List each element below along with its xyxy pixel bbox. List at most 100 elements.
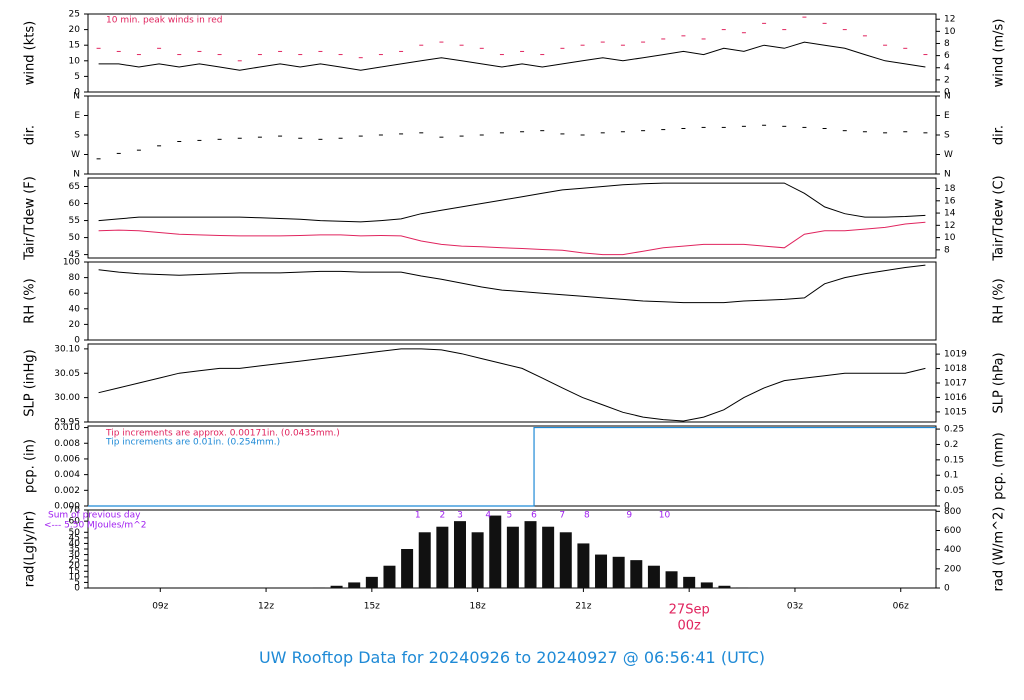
rad-annotation: Sum of previous day xyxy=(48,511,141,521)
rad-ytick-label-right: 200 xyxy=(944,564,961,574)
pcp-ytick-label: 0.004 xyxy=(54,470,80,480)
rad-bar xyxy=(683,576,696,588)
pcp-ytick-label-right: 0.2 xyxy=(944,440,958,450)
pcp-ytick-label-right: 0 xyxy=(944,502,950,512)
rh-panel-frame xyxy=(87,261,937,341)
rad-bar xyxy=(365,576,378,588)
temp-ytick-label-right: 14 xyxy=(944,209,956,219)
slp-ytick-label: 30.05 xyxy=(54,369,80,379)
dir-ytick-label-right: N xyxy=(944,170,951,180)
wind-ytick-label: 10 xyxy=(69,56,81,66)
rad-bar xyxy=(612,556,625,588)
x-tick-label: 21z xyxy=(575,602,591,612)
x-date-label: 27Sep xyxy=(669,603,710,618)
rad-ytick-label-right: 400 xyxy=(944,545,961,555)
dir-ytick-label: N xyxy=(73,92,80,102)
wind-ytick-label-right: 4 xyxy=(944,63,950,73)
x-tick-label: 15z xyxy=(364,602,380,612)
slp-ylabel: SLP (inHg) xyxy=(23,349,38,417)
slp-ylabel-right: SLP (hPa) xyxy=(992,352,1007,413)
rad-marker: 8 xyxy=(584,511,590,521)
wind-ylabel-right: wind (m/s) xyxy=(992,19,1007,88)
rad-bar xyxy=(542,526,555,588)
rad-bar xyxy=(577,543,590,588)
temp-panel-frame xyxy=(87,177,937,259)
rad-bar xyxy=(718,585,731,588)
pcp-step-line xyxy=(88,426,936,507)
pcp-ytick-label-right: 0.25 xyxy=(944,425,964,435)
pcp-annotation: Tip increments are 0.01in. (0.254mm.) xyxy=(105,438,280,448)
rad-ytick-label: 20 xyxy=(69,561,81,571)
rad-marker: 2 xyxy=(439,511,445,521)
rad-ytick-label-right: 600 xyxy=(944,526,961,536)
temp-ytick-label: 50 xyxy=(69,233,81,243)
temp-ytick-label-right: 10 xyxy=(944,233,956,243)
temp-ytick-label-right: 18 xyxy=(944,184,956,194)
rad-marker: 4 xyxy=(485,511,491,521)
rad-bar xyxy=(348,582,361,588)
slp-series-0-line xyxy=(98,348,926,422)
pcp-ytick-label: 0.006 xyxy=(54,454,80,464)
pcp-ytick-label-right: 0.15 xyxy=(944,455,964,465)
rad-bar xyxy=(736,587,749,588)
wind-ylabel: wind (kts) xyxy=(23,21,38,85)
pcp-ytick-label-right: 0.1 xyxy=(944,471,958,481)
rad-ytick-label: 35 xyxy=(69,545,80,555)
meteogram-svg: wind (kts) wind (m/s)05101520250246810121… xyxy=(23,10,1007,634)
wind-ytick-label-right: 12 xyxy=(944,15,955,25)
slp-panel-frame xyxy=(87,343,937,423)
rad-bar xyxy=(418,532,431,588)
x-tick-label: 03z xyxy=(787,602,803,612)
rad-bar xyxy=(312,587,325,588)
temp-ytick-label: 45 xyxy=(69,250,80,260)
rad-bar xyxy=(489,515,502,588)
rad-bar xyxy=(506,526,519,588)
dir-ylabel-right: dir. xyxy=(992,125,1007,145)
x-date-sub: 00z xyxy=(677,619,701,634)
rh-ytick-label: 0 xyxy=(74,336,80,346)
x-tick-label: 18z xyxy=(470,602,486,612)
rad-ytick-label: 10 xyxy=(69,572,81,582)
wind-ytick-label: 5 xyxy=(74,72,80,82)
page-title: UW Rooftop Data for 20240926 to 20240927… xyxy=(258,648,766,667)
wind-ytick-label: 20 xyxy=(69,25,81,35)
pcp-ylabel-right: pcp. (mm) xyxy=(992,432,1007,499)
rh-ytick-label: 40 xyxy=(69,304,81,314)
rad-bar xyxy=(471,532,484,588)
slp-ytick-label-right: 1017 xyxy=(944,379,967,389)
pcp-ytick-label: 0.008 xyxy=(54,439,80,449)
slp-ytick-label-right: 1016 xyxy=(944,393,967,403)
pcp-ytick-label-right: 0.05 xyxy=(944,486,964,496)
rad-marker: 7 xyxy=(559,511,565,521)
x-tick-label: 06z xyxy=(893,602,909,612)
temp-ytick-label-right: 12 xyxy=(944,221,955,231)
rh-ytick-label: 60 xyxy=(69,289,81,299)
dir-ytick-label-right: N xyxy=(944,92,951,102)
rad-ytick-label: 30 xyxy=(69,550,81,560)
slp-ytick-label: 29.95 xyxy=(54,418,80,428)
rh-ytick-label: 80 xyxy=(69,273,81,283)
rad-ylabel: rad(Lgly/hr) xyxy=(23,511,38,587)
rh-ylabel: RH (%) xyxy=(23,278,38,323)
rad-ylabel-right: rad (W/m^2) xyxy=(992,507,1007,592)
rad-ytick-label: 15 xyxy=(69,567,80,577)
temp-ytick-label: 65 xyxy=(69,182,80,192)
wind-series-0-line xyxy=(98,41,926,71)
slp-ytick-label: 30.00 xyxy=(54,393,80,403)
temp-ylabel: Tair/Tdew (F) xyxy=(23,176,38,261)
pcp-ylabel: pcp. (in) xyxy=(23,439,38,493)
rad-bar xyxy=(665,571,678,588)
rad-bar xyxy=(453,521,466,588)
rad-bar xyxy=(436,526,449,588)
dir-ytick-label: W xyxy=(71,150,80,160)
rad-bar xyxy=(647,565,660,588)
temp-ytick-label-right: 16 xyxy=(944,196,956,206)
rad-bar xyxy=(330,585,343,588)
rad-ytick-label-right: 800 xyxy=(944,507,961,517)
temp-series-0-line xyxy=(98,182,926,223)
temp-ytick-label-right: 8 xyxy=(944,245,950,255)
rad-marker: 1 xyxy=(415,511,421,521)
rad-bar xyxy=(595,554,608,588)
rad-ytick-label: 0 xyxy=(74,584,80,594)
